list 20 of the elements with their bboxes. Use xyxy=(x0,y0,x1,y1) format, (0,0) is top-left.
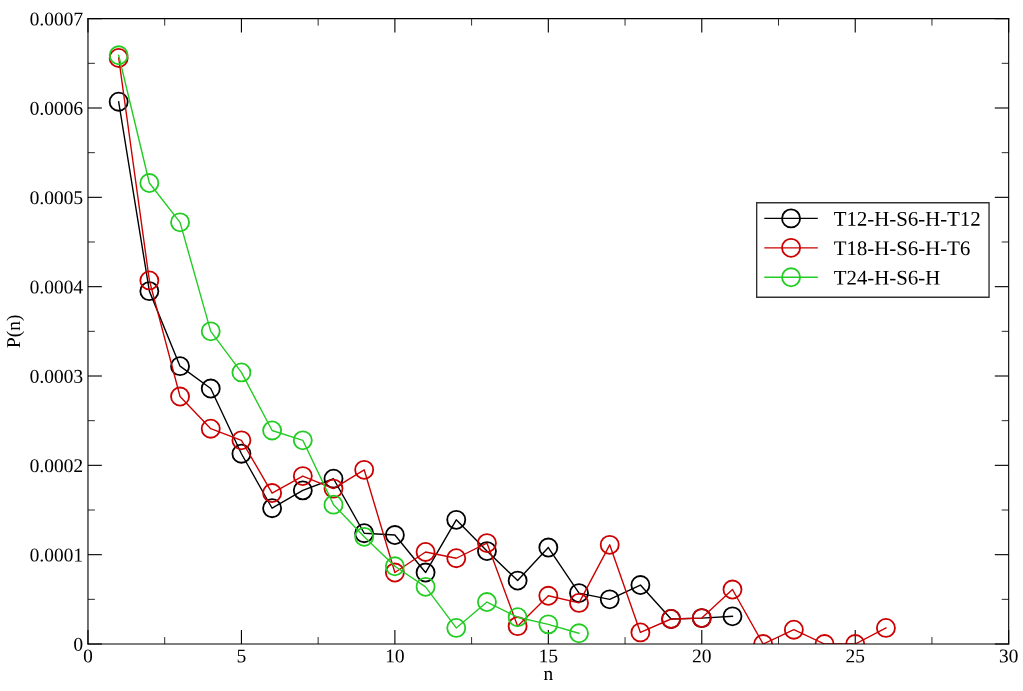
x-axis-title: n xyxy=(543,670,553,680)
x-tick-label: 10 xyxy=(386,649,404,663)
legend-label: T12-H-S6-H-T12 xyxy=(834,211,980,226)
x-tick-label: 20 xyxy=(692,649,711,663)
y-axis-title: P(n) xyxy=(6,315,25,348)
x-tick-label: 5 xyxy=(237,649,246,663)
x-tick-label: 25 xyxy=(846,649,865,663)
y-tick-label: 0.0002 xyxy=(30,459,83,473)
y-tick-label: 0.0006 xyxy=(30,101,83,116)
y-tick-label: 0.0001 xyxy=(30,548,82,562)
x-tick-label: 0 xyxy=(83,649,93,663)
y-tick-label: 0.0007 xyxy=(30,12,83,26)
y-tick-label: 0.0004 xyxy=(30,280,83,294)
y-tick-label: 0 xyxy=(74,637,83,651)
y-tick-label: 0.0003 xyxy=(30,369,83,384)
legend-label: T24-H-S6-H xyxy=(834,270,940,285)
legend-label: T18-H-S6-H-T6 xyxy=(834,241,970,256)
x-tick-label: 30 xyxy=(999,649,1018,663)
y-tick-label: 0.0005 xyxy=(30,191,83,205)
x-tick-label: 15 xyxy=(540,649,558,663)
